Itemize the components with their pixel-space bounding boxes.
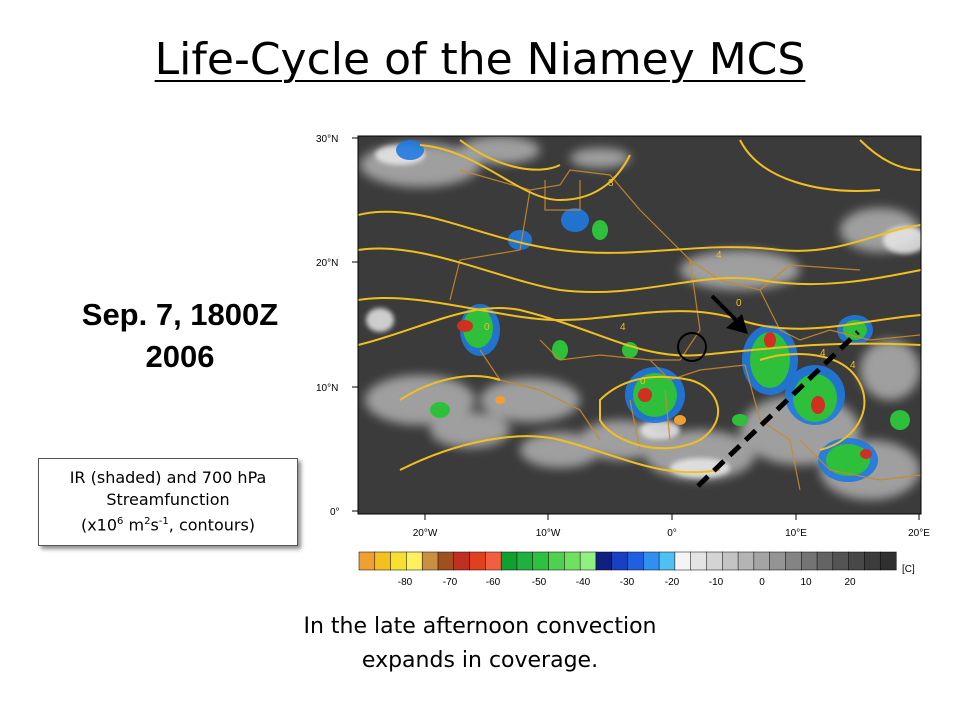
colorbar-swatch — [516, 551, 534, 571]
colorbar-tick: -30 — [620, 577, 635, 588]
colorbar-swatch — [548, 551, 565, 571]
colorbar-swatch — [611, 551, 629, 571]
lat-label: 20°N — [316, 258, 338, 269]
contour-label: 0 — [640, 376, 646, 387]
colorbar-swatch — [374, 551, 392, 571]
colorbar-swatch — [485, 551, 502, 571]
date-line-1: Sep. 7, 1800Z — [81, 297, 279, 332]
colorbar-swatch — [532, 551, 550, 571]
colorbar-swatch — [406, 551, 423, 571]
colorbar-tick: -20 — [665, 577, 680, 588]
colorbar-tick: 0 — [759, 577, 765, 588]
lon-label: 0° — [667, 528, 677, 539]
colorbar-swatch — [737, 551, 755, 571]
colorbar-swatch — [595, 551, 613, 571]
colorbar-swatch — [864, 551, 881, 571]
colorbar-swatch — [437, 551, 455, 571]
colorbar-swatch — [785, 551, 802, 571]
colorbar-swatch — [706, 551, 723, 571]
map-frame — [357, 135, 922, 515]
colorbar-swatch — [848, 551, 865, 571]
lon-label: 20°W — [413, 528, 438, 539]
arrow-annotation — [710, 294, 748, 334]
legend-line-1: IR (shaded) and 700 hPa — [69, 468, 267, 487]
colorbar-unit: [C] — [902, 564, 915, 575]
colorbar-swatch — [674, 551, 692, 571]
colorbar-swatch — [816, 551, 834, 571]
colorbar-swatch — [658, 551, 676, 571]
colorbar-swatch — [358, 551, 376, 571]
colorbar-swatch — [627, 551, 644, 571]
lon-label: 10°W — [536, 528, 561, 539]
page-title: Life-Cycle of the Niamey MCS — [154, 34, 806, 85]
satellite-map: 8 4 0 4 4 0 0 4 — [316, 134, 930, 539]
map-ticks — [352, 137, 920, 520]
dashed-line-annotation — [696, 330, 860, 488]
colorbar-tick: -70 — [443, 577, 458, 588]
colorbar-swatch — [421, 551, 439, 571]
convective-cells — [396, 140, 910, 482]
colorbar-swatch — [800, 551, 818, 571]
lon-label: 10°E — [785, 528, 807, 539]
colorbar — [358, 551, 897, 571]
legend-line-3: (x106 m2s-1, contours) — [80, 515, 256, 535]
colorbar-tick: -10 — [709, 577, 724, 588]
caption-line-2: expands in coverage. — [361, 648, 599, 673]
colorbar-ticks: -80 -70 -60 -50 -40 -30 -20 -10 0 10 20 — [398, 577, 856, 588]
legend-box: IR (shaded) and 700 hPa Streamfunction (… — [38, 458, 298, 546]
contour-labels: 8 4 0 4 4 0 0 4 — [484, 178, 856, 387]
niamey-circle — [677, 332, 707, 362]
colorbar-swatch — [579, 551, 597, 571]
colorbar-swatch — [453, 551, 471, 571]
colorbar-swatch — [690, 551, 708, 571]
legend-line-2: Streamfunction — [106, 490, 230, 509]
date-line-2: 2006 — [145, 339, 215, 374]
colorbar-tick: -60 — [486, 577, 501, 588]
date-label: Sep. 7, 1800Z 2006 — [40, 294, 320, 378]
contour-label: 4 — [820, 348, 826, 359]
lat-label: 30°N — [316, 134, 338, 145]
contour-label: 0 — [484, 322, 490, 333]
caption-line-1: In the late afternoon convection — [303, 614, 657, 639]
colorbar-swatch — [769, 551, 786, 571]
colorbar-swatch — [832, 551, 850, 571]
colorbar-tick: -80 — [398, 577, 413, 588]
colorbar-swatch — [753, 551, 771, 571]
lat-label: 0° — [330, 507, 340, 518]
contour-label: 0 — [736, 298, 742, 309]
latitude-labels: 30°N 20°N 10°N 0° — [316, 134, 340, 518]
colorbar-tick: 20 — [844, 577, 856, 588]
colorbar-swatch — [469, 551, 486, 571]
colorbar-tick: -50 — [532, 577, 547, 588]
lat-label: 10°N — [316, 383, 338, 394]
lon-label: 20°E — [908, 528, 930, 539]
colorbar-swatch — [500, 551, 518, 571]
colorbar-swatch — [390, 551, 407, 571]
longitude-labels: 20°W 10°W 0° 10°E 20°E — [413, 528, 931, 539]
colorbar-swatch — [879, 551, 897, 571]
colorbar-tick: -40 — [576, 577, 591, 588]
streamfunction-contours — [358, 139, 921, 474]
contour-label: 4 — [716, 250, 722, 261]
caption: In the late afternoon convection expands… — [200, 610, 760, 678]
contour-label: 4 — [620, 322, 626, 333]
colorbar-swatch — [722, 551, 739, 571]
contour-label: 4 — [850, 360, 856, 371]
colorbar-swatch — [643, 551, 660, 571]
contour-label: 8 — [608, 178, 614, 189]
colorbar-swatch — [564, 551, 581, 571]
colorbar-tick: 10 — [800, 577, 812, 588]
